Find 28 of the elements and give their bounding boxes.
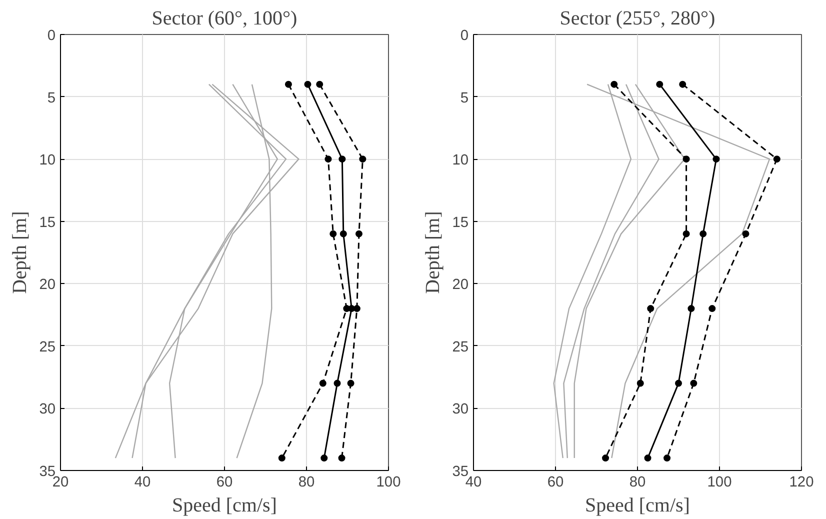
y-tick-label: 20 — [452, 277, 469, 294]
y-axis-title: Depth [m] — [422, 211, 444, 294]
y-tick-label: 0 — [47, 28, 56, 44]
chart-title: Sector (60°, 100°) — [152, 8, 298, 30]
y-tick-label: 10 — [452, 152, 469, 169]
x-tick-label: 80 — [298, 474, 315, 490]
y-tick-label: 30 — [452, 402, 469, 418]
x-tick-label: 60 — [216, 474, 233, 490]
y-tick-label: 20 — [39, 277, 56, 294]
y-tick-label: 30 — [39, 402, 56, 418]
chart-title: Sector (255°, 280°) — [560, 8, 716, 30]
y-tick-label: 10 — [39, 152, 56, 169]
y-tick-label: 25 — [39, 339, 56, 356]
y-tick-label: 0 — [460, 28, 469, 44]
y-tick-label: 15 — [39, 214, 56, 231]
y-axis-title: Depth [m] — [9, 211, 32, 294]
x-tick-label: 100 — [707, 474, 732, 490]
x-axis-title: Speed [cm/s] — [585, 494, 690, 516]
y-tick-label: 5 — [47, 90, 56, 106]
y-tick-label: 15 — [452, 214, 469, 231]
y-tick-label: 5 — [460, 90, 469, 106]
y-tick-label: 25 — [452, 339, 469, 356]
x-tick-label: 100 — [376, 474, 401, 490]
x-tick-label: 60 — [547, 474, 564, 490]
x-axis-title: Speed [cm/s] — [172, 494, 277, 516]
x-tick-label: 40 — [134, 474, 151, 490]
x-tick-label: 120 — [789, 474, 814, 490]
x-tick-label: 80 — [629, 474, 646, 490]
